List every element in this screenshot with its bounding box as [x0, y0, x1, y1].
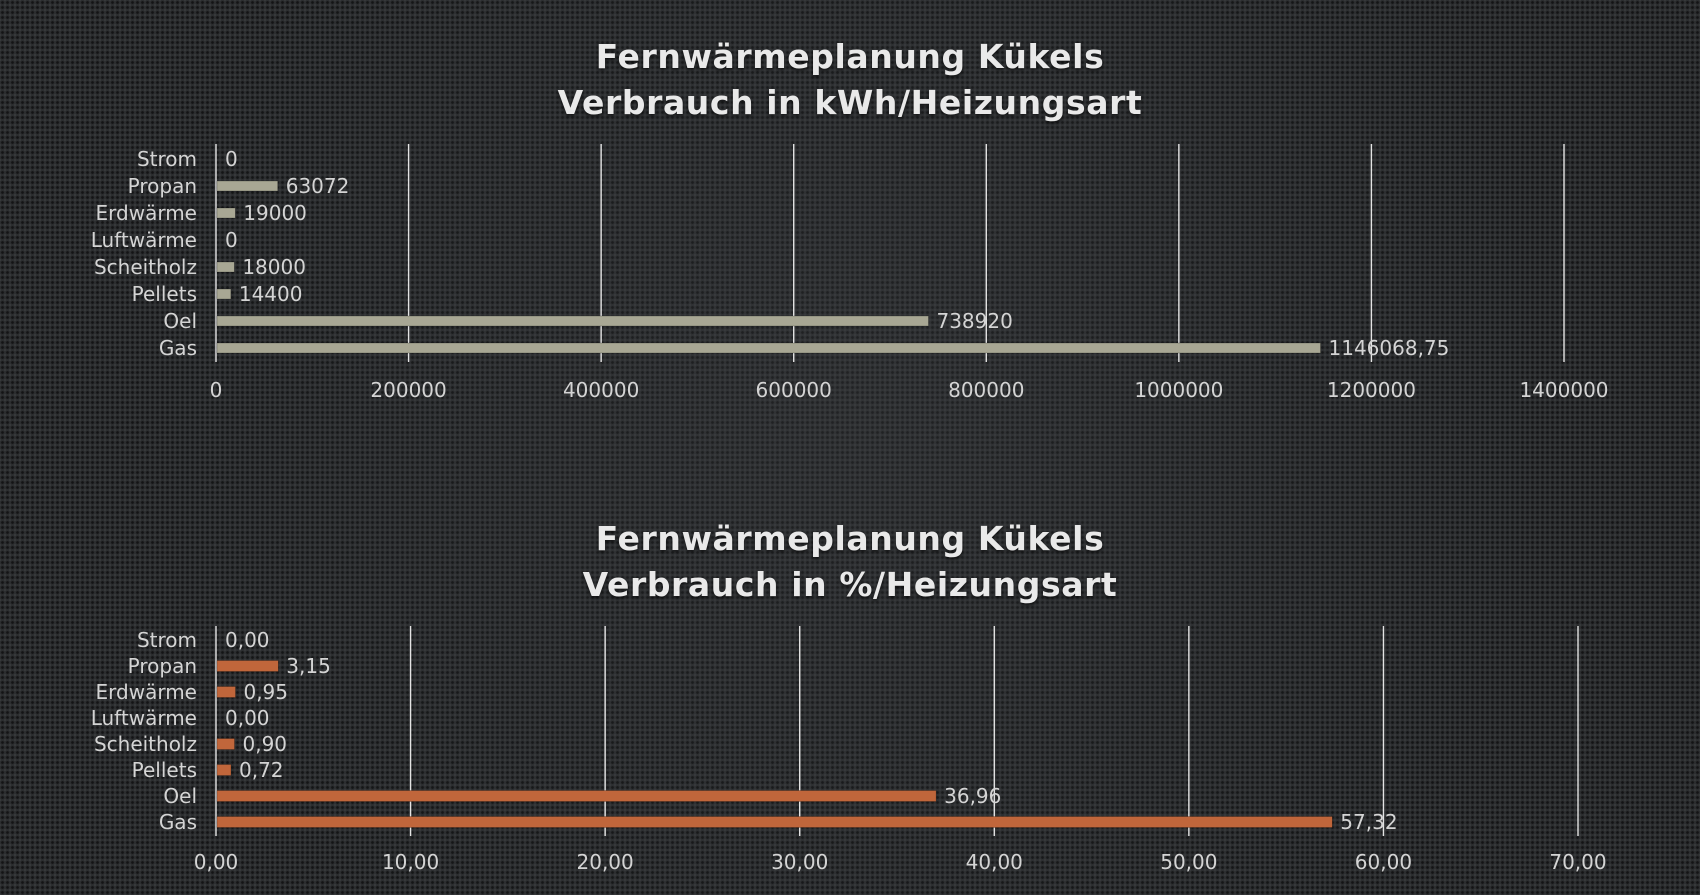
- data-label: 0,00: [225, 706, 270, 730]
- chart-title: Fernwärmeplanung Kükels Verbrauch in %/H…: [0, 516, 1700, 608]
- x-tick-label: 20,00: [577, 850, 634, 874]
- data-label: 14400: [239, 282, 303, 306]
- x-tick-label: 70,00: [1549, 850, 1606, 874]
- category-label: Luftwärme: [91, 706, 197, 730]
- category-label: Pellets: [132, 758, 197, 782]
- chart-title: Fernwärmeplanung Kükels Verbrauch in kWh…: [0, 34, 1700, 126]
- x-tick-label: 0,00: [194, 850, 239, 874]
- data-label: 3,15: [286, 654, 331, 678]
- bar-gas: [216, 816, 1333, 828]
- data-label: 738920: [936, 309, 1012, 333]
- x-tick-label: 40,00: [966, 850, 1023, 874]
- data-label: 19000: [243, 201, 307, 225]
- x-tick-label: 800000: [948, 378, 1024, 402]
- chart-consumption-percent: Fernwärmeplanung Kükels Verbrauch in %/H…: [0, 482, 1700, 895]
- data-label: 0: [225, 228, 238, 252]
- data-label: 0,72: [239, 758, 284, 782]
- category-label: Strom: [137, 628, 197, 652]
- x-tick-label: 1000000: [1134, 378, 1223, 402]
- bar-erdwärme: [216, 686, 236, 698]
- category-label: Scheitholz: [94, 255, 197, 279]
- category-label: Gas: [159, 336, 197, 360]
- bar-pellets: [216, 288, 232, 300]
- bar-pellets: [216, 764, 232, 776]
- chart-title-line-1: Fernwärmeplanung Kükels: [595, 37, 1105, 76]
- x-tick-label: 200000: [370, 378, 446, 402]
- x-tick-label: 30,00: [771, 850, 828, 874]
- data-label: 18000: [242, 255, 306, 279]
- data-label: 0,95: [243, 680, 288, 704]
- chart-title-line-2: Verbrauch in %/Heizungsart: [582, 565, 1118, 604]
- x-tick-label: 600000: [756, 378, 832, 402]
- category-label: Gas: [159, 810, 197, 834]
- category-label: Erdwärme: [96, 201, 197, 225]
- plot-area: 0,00 10,00 20,00 30,00 40,00 50,00 60,00 70,00 S…: [91, 626, 1607, 874]
- data-label: 1146068,75: [1329, 336, 1450, 360]
- bar-scheitholz: [216, 261, 235, 273]
- category-label: Propan: [128, 654, 197, 678]
- bar-gas: [216, 342, 1321, 354]
- category-label: Oel: [163, 784, 197, 808]
- bar-erdwärme: [216, 207, 236, 219]
- data-label: 0,00: [225, 628, 270, 652]
- x-tick-label: 50,00: [1160, 850, 1217, 874]
- category-label: Erdwärme: [96, 680, 197, 704]
- data-label: 0: [225, 147, 238, 171]
- x-tick-label: 400000: [563, 378, 639, 402]
- x-tick-label: 10,00: [382, 850, 439, 874]
- x-tick-label: 1200000: [1327, 378, 1416, 402]
- bar-propan: [216, 180, 279, 192]
- bar-oel: [216, 315, 929, 327]
- category-label: Scheitholz: [94, 732, 197, 756]
- x-tick-label: 1400000: [1519, 378, 1608, 402]
- category-label: Luftwärme: [91, 228, 197, 252]
- category-label: Propan: [128, 174, 197, 198]
- data-label: 0,90: [243, 732, 288, 756]
- bar-oel: [216, 790, 937, 802]
- data-label: 63072: [286, 174, 350, 198]
- chart-title-line-1: Fernwärmeplanung Kükels: [595, 519, 1105, 558]
- category-label: Oel: [163, 309, 197, 333]
- plot-area: 0 200000 400000 600000 800000 1000000 1200000 1…: [91, 144, 1609, 402]
- category-label: Strom: [137, 147, 197, 171]
- bar-scheitholz: [216, 738, 235, 750]
- x-tick-label: 60,00: [1355, 850, 1412, 874]
- chart-consumption-kwh: Fernwärmeplanung Kükels Verbrauch in kWh…: [0, 0, 1700, 440]
- data-label: 57,32: [1340, 810, 1397, 834]
- bar-propan: [216, 660, 279, 672]
- category-label: Pellets: [132, 282, 197, 306]
- x-tick-label: 0: [210, 378, 223, 402]
- chart-title-line-2: Verbrauch in kWh/Heizungsart: [557, 83, 1143, 122]
- data-label: 36,96: [944, 784, 1001, 808]
